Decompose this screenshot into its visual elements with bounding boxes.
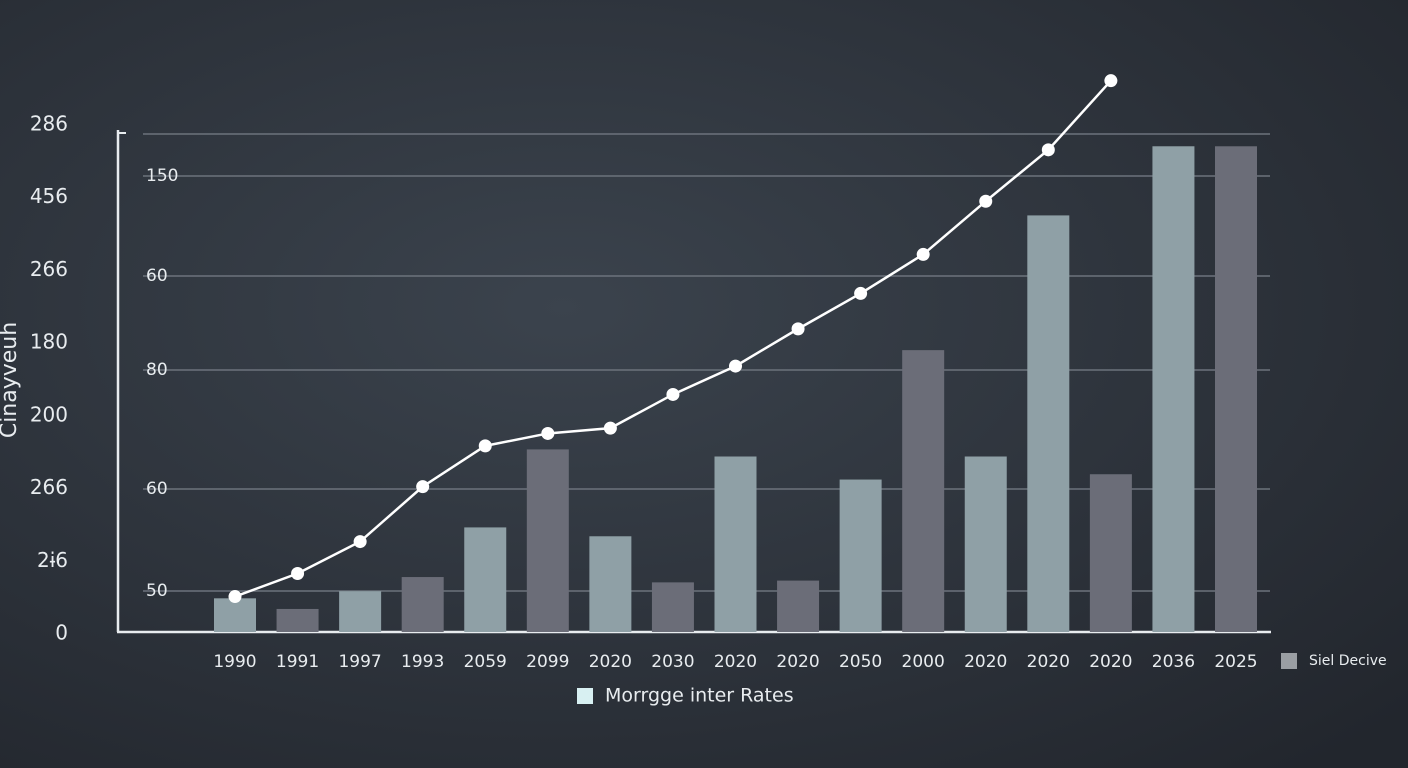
legend-label: Morrgge inter Rates xyxy=(605,685,794,707)
x-tick-label: 2025 xyxy=(1214,652,1257,672)
bar xyxy=(839,479,882,632)
x-tick-label: 1993 xyxy=(401,652,444,672)
bar xyxy=(464,527,507,632)
bar xyxy=(651,582,694,632)
line-point xyxy=(603,421,617,435)
line-point xyxy=(541,426,555,440)
line-point xyxy=(228,590,242,604)
x-tick-label: 2020 xyxy=(776,652,819,672)
x-tick-label: 2050 xyxy=(839,652,882,672)
y-tick-label: 200 xyxy=(30,402,68,426)
x-tick-label: 2030 xyxy=(651,652,694,672)
x-tick-label: 2020 xyxy=(589,652,632,672)
inner-axis-label: 60 xyxy=(146,479,168,499)
bar xyxy=(526,449,569,632)
line-point xyxy=(353,535,367,549)
bar xyxy=(777,580,820,632)
line-point xyxy=(291,567,305,580)
y-axis-title: Cinayveuh xyxy=(0,322,22,438)
y-tick-label: 0 xyxy=(55,621,68,645)
legend-label: Siel Decive xyxy=(1309,653,1387,669)
x-tick-label: 2020 xyxy=(1027,652,1070,672)
bar xyxy=(1089,474,1132,632)
inner-axis-label: 80 xyxy=(146,360,168,380)
line-point xyxy=(854,286,868,300)
bar xyxy=(964,456,1007,632)
bar xyxy=(714,456,757,632)
x-tick-label: 1997 xyxy=(338,652,381,672)
y-tick-label: 286 xyxy=(30,112,68,136)
bar xyxy=(1027,215,1070,632)
bar xyxy=(902,350,945,632)
x-tick-label: 1991 xyxy=(276,652,319,672)
x-tick-label: 2099 xyxy=(526,652,569,672)
y-tick-label: 266 xyxy=(30,475,68,499)
inner-axis-label: 150 xyxy=(146,166,178,186)
x-tick-label: 1990 xyxy=(213,652,256,672)
line-point xyxy=(1041,143,1055,157)
line-point xyxy=(791,322,805,336)
y-tick-label: 456 xyxy=(30,184,68,208)
line-point xyxy=(478,439,492,453)
x-tick-label: 2059 xyxy=(464,652,507,672)
inner-axis-label: 50 xyxy=(146,581,168,601)
bar xyxy=(1215,146,1257,633)
line-point xyxy=(666,387,680,401)
legend-swatch xyxy=(1281,653,1297,669)
inner-axis-label: 60 xyxy=(146,266,168,286)
bar xyxy=(214,598,256,632)
line-point xyxy=(979,194,993,208)
line-point xyxy=(916,247,930,261)
x-tick-label: 2036 xyxy=(1152,652,1195,672)
bar xyxy=(339,591,382,632)
y-tick-label: 266 xyxy=(30,257,68,281)
y-tick-label: 180 xyxy=(30,330,68,354)
x-tick-label: 2020 xyxy=(964,652,1007,672)
line-point xyxy=(1104,74,1118,88)
line-point xyxy=(416,480,430,494)
y-tick-label: 2ɨ6 xyxy=(37,548,68,572)
x-tick-label: 2020 xyxy=(714,652,757,672)
legend-swatch xyxy=(577,688,593,704)
bar xyxy=(401,577,444,632)
x-tick-label: 2000 xyxy=(902,652,945,672)
bar xyxy=(1152,146,1195,633)
bar xyxy=(589,536,632,632)
x-tick-label: 2020 xyxy=(1089,652,1132,672)
bar xyxy=(276,608,319,632)
line-point xyxy=(729,359,742,373)
